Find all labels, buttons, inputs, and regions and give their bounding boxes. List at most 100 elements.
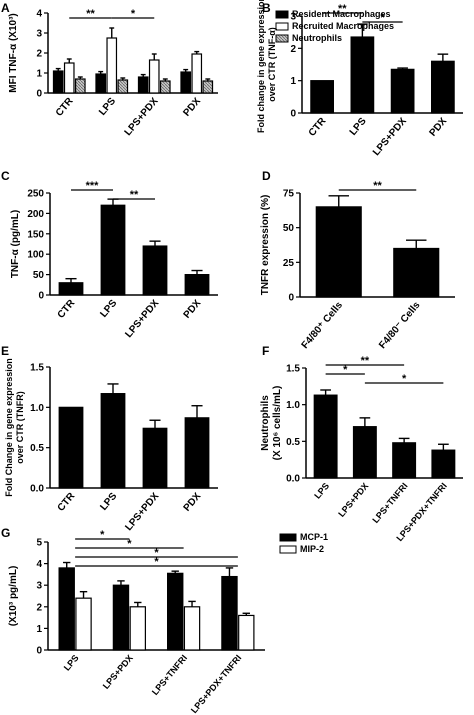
- y-axis-label: Neutrophils(X 10⁶ cells/mL): [260, 386, 283, 461]
- y-tick-label: 0: [38, 291, 44, 302]
- bar: [352, 426, 377, 479]
- panel-letter: D: [262, 169, 271, 183]
- significance-label: *: [380, 12, 385, 24]
- bar: [191, 53, 203, 94]
- y-tick-label: 150: [27, 229, 44, 240]
- x-tick-label: LPS+PDX: [336, 481, 370, 519]
- x-tick-label: LPS+PDX: [123, 96, 161, 138]
- bar: [221, 575, 238, 651]
- bar: [167, 572, 184, 651]
- panel-c: C 0 50 100 150 200 250 TNF-α (pg/mL) CTR LPS LPS+P…: [1, 169, 218, 340]
- bar: [106, 37, 118, 94]
- y-axis-label: Fold Change in gene expressionover CTR (…: [4, 358, 25, 497]
- y-tick-label: 0: [290, 109, 296, 120]
- legend-label: Recruited Macrophages: [292, 21, 394, 31]
- significance-label: **: [373, 180, 382, 192]
- significance-label: *: [154, 547, 159, 559]
- x-tick-label: LPS+PDX: [123, 491, 161, 533]
- significance-label: **: [361, 355, 370, 367]
- legend-label: Resident Macrophages: [292, 9, 391, 19]
- significance-label: **: [338, 3, 347, 15]
- legend-label: MCP-1: [300, 532, 328, 542]
- panel-letter: C: [1, 169, 10, 183]
- y-tick-label: 1.0: [286, 400, 300, 411]
- x-tick-label: LPS+TNFRI: [370, 481, 409, 525]
- y-axis-label: MFI TNF-α (X10³): [8, 13, 19, 92]
- x-tick-label: PDX: [182, 298, 204, 321]
- y-tick-label: 1: [36, 69, 42, 80]
- bar: [58, 406, 84, 489]
- panel-letter: G: [1, 526, 10, 540]
- y-tick-label: 3: [290, 12, 296, 23]
- bar: [431, 60, 455, 114]
- y-axis-label: Fold change in gene expressionover CTR (…: [256, 0, 277, 133]
- x-tick-label: LPS+PDX: [371, 116, 409, 158]
- y-tick-label: 4: [36, 9, 42, 20]
- y-tick-label: 100: [27, 250, 44, 261]
- panel-letter: B: [262, 1, 271, 15]
- y-tick-label: 250: [27, 189, 44, 200]
- x-tick-label: CTR: [307, 115, 329, 138]
- y-tick-label: 2: [36, 602, 42, 613]
- significance-label: *: [127, 538, 132, 550]
- y-tick-label: 1.5: [286, 364, 300, 375]
- bar: [392, 442, 417, 479]
- x-tick-label: PDX: [181, 96, 203, 119]
- x-tick-label: LPS: [312, 481, 331, 501]
- bar: [148, 59, 160, 94]
- bar: [112, 584, 130, 651]
- y-axis-label: TNFR expression (%): [260, 195, 271, 296]
- legend-swatch: [275, 34, 289, 43]
- x-tick-label: LPS+TNFRI: [150, 653, 189, 697]
- x-tick-label: LPS+PDX: [123, 298, 161, 340]
- x-tick-label: LPS: [98, 491, 119, 513]
- bar: [315, 206, 362, 298]
- legend-swatch: [279, 533, 297, 542]
- x-tick-label: LPS+PDX+TNFRI: [189, 653, 244, 715]
- legend-swatch: [279, 545, 297, 554]
- bar: [350, 36, 375, 114]
- bar: [117, 79, 129, 94]
- panel-letter: F: [262, 344, 269, 358]
- bar: [58, 567, 75, 651]
- y-tick-label: 75: [283, 189, 295, 200]
- y-tick-label: 5: [36, 538, 42, 549]
- y-tick-label: 25: [283, 258, 295, 269]
- y-tick-label: 2: [36, 49, 42, 60]
- y-tick-label: 0: [288, 293, 294, 304]
- x-tick-label: F4/80⁺ Cells: [300, 300, 346, 351]
- legend-swatch: [275, 10, 289, 19]
- legend-label: MIP-2: [300, 544, 324, 554]
- panel-e: E 0.0 0.5 1.0 1.5 Fold Change in gene express…: [1, 344, 218, 533]
- bar: [63, 62, 75, 94]
- bar: [100, 393, 126, 489]
- y-tick-label: 0.5: [30, 443, 44, 454]
- significance-label: *: [402, 373, 407, 385]
- x-tick-label: LPS: [348, 116, 369, 138]
- bar: [142, 427, 168, 489]
- y-tick-label: 1: [36, 624, 42, 635]
- bar: [184, 274, 210, 296]
- x-tick-label: CTR: [56, 297, 78, 320]
- y-axis-label: (X10³ pg/mL): [8, 566, 19, 627]
- x-tick-label: LPS: [62, 653, 81, 673]
- significance-label: *: [343, 364, 348, 376]
- panel-d: D 0 25 50 75 TNFR expression (%) F4/80⁺ Cells F…: [260, 169, 455, 351]
- y-tick-label: 4: [36, 559, 42, 570]
- significance-label: **: [86, 8, 95, 20]
- x-tick-label: CTR: [56, 490, 78, 513]
- panel-g: G 0 1 2 3 4 5 (X10³ pg/mL) LPS LPS+PDX LPS+TNFRI LP…: [1, 526, 328, 715]
- y-tick-label: 0.5: [286, 437, 300, 448]
- bar: [393, 247, 440, 298]
- y-tick-label: 3: [36, 581, 42, 592]
- y-tick-label: 1: [290, 76, 296, 87]
- bar: [100, 204, 126, 296]
- legend-swatch: [275, 22, 289, 31]
- bar: [137, 76, 149, 94]
- y-tick-label: 0: [36, 89, 42, 100]
- x-tick-label: PDX: [428, 116, 450, 139]
- bar: [129, 606, 146, 651]
- y-tick-label: 0.0: [30, 484, 44, 495]
- bar: [238, 614, 255, 651]
